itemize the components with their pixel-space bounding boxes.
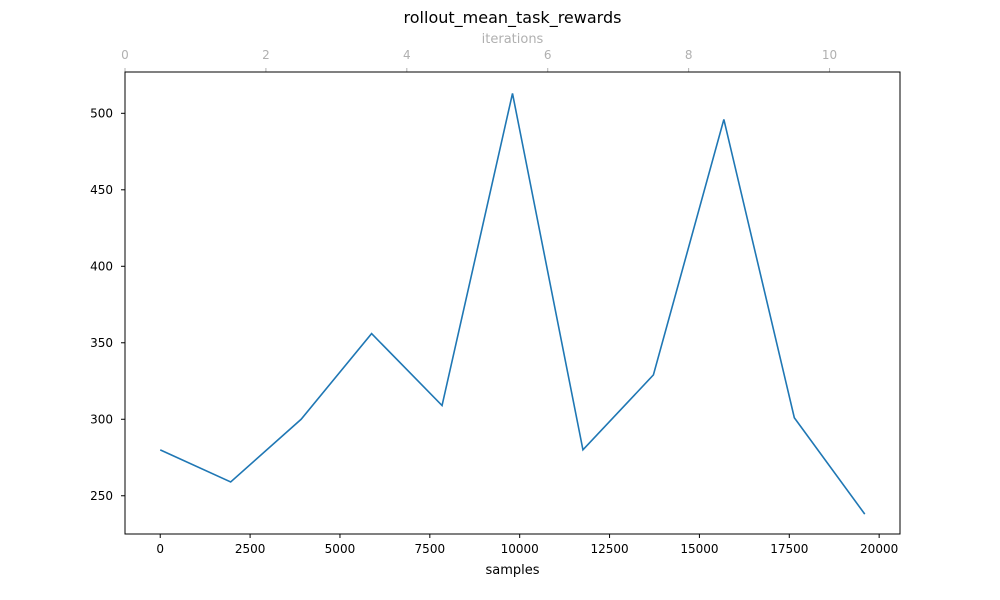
y-tick-label: 300 (90, 412, 113, 426)
chart-title: rollout_mean_task_rewards (404, 8, 622, 28)
data-point (864, 513, 866, 515)
y-tick-label: 500 (90, 106, 113, 120)
axes-ticks: 0 2500 5000 7500 10000 12500 15000 17500 2000025… (90, 48, 898, 556)
top-x-tick-label: 0 (121, 48, 129, 62)
top-x-tick-label: 6 (544, 48, 552, 62)
data-point (582, 449, 584, 451)
data-point (159, 449, 161, 451)
top-x-tick-label: 10 (822, 48, 837, 62)
y-tick-label: 250 (90, 489, 113, 503)
data-point (371, 333, 373, 335)
plot-area (159, 93, 866, 515)
top-x-tick-label: 2 (262, 48, 270, 62)
top-x-axis-label: iterations (482, 32, 544, 47)
series-line (159, 93, 866, 515)
y-tick-label: 400 (90, 259, 113, 273)
x-tick-label: 17500 (770, 542, 808, 556)
x-tick-label: 20000 (860, 542, 898, 556)
data-point (230, 481, 232, 483)
x-tick-label: 2500 (235, 542, 266, 556)
top-x-tick-label: 8 (685, 48, 693, 62)
data-point (653, 374, 655, 376)
x-tick-label: 15000 (680, 542, 718, 556)
data-point (723, 119, 725, 121)
x-axis-label: samples (485, 563, 539, 578)
data-point (794, 417, 796, 419)
x-tick-label: 7500 (415, 542, 446, 556)
top-x-tick-label: 4 (403, 48, 411, 62)
y-tick-label: 350 (90, 336, 113, 350)
plot-frame (124, 71, 901, 535)
x-tick-label: 10000 (501, 542, 539, 556)
x-tick-label: 0 (156, 542, 164, 556)
x-tick-label: 5000 (325, 542, 356, 556)
data-point (512, 93, 514, 95)
y-tick-label: 450 (90, 183, 113, 197)
x-tick-label: 12500 (590, 542, 628, 556)
data-point (441, 405, 443, 407)
data-point (300, 418, 302, 420)
